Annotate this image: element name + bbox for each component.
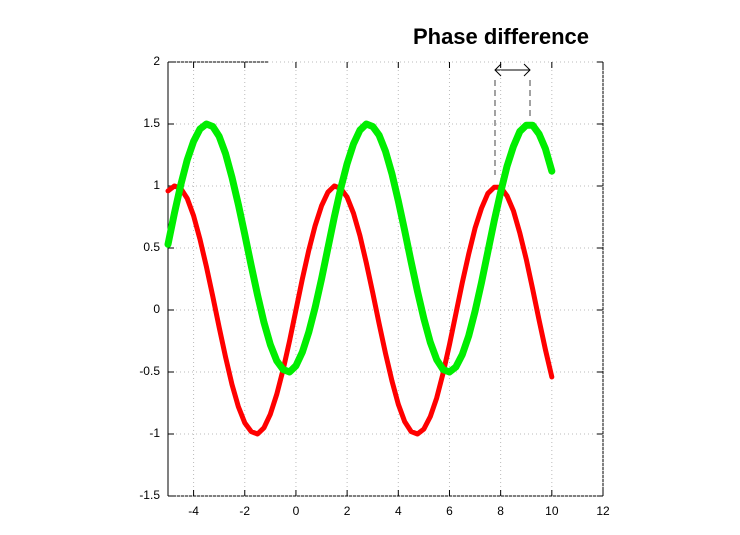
y-tick-label: 2 <box>153 54 160 68</box>
x-tick-label: -4 <box>188 504 199 518</box>
x-tick-label: 10 <box>545 504 559 518</box>
y-tick-label: -0.5 <box>139 364 160 378</box>
x-tick-label: 12 <box>596 504 610 518</box>
chart-title: Phase difference <box>413 24 589 49</box>
x-tick-label: 6 <box>446 504 453 518</box>
y-tick-label: 0.5 <box>143 240 160 254</box>
x-tick-label: -2 <box>239 504 250 518</box>
y-tick-label: 1.5 <box>143 116 160 130</box>
x-tick-label: 0 <box>293 504 300 518</box>
y-tick-label: 0 <box>153 302 160 316</box>
x-tick-label: 8 <box>497 504 504 518</box>
y-tick-label: -1 <box>149 426 160 440</box>
y-tick-label: 1 <box>153 178 160 192</box>
series-line <box>165 183 555 437</box>
y-tick-label: -1.5 <box>139 488 160 502</box>
series-line <box>164 120 556 376</box>
x-tick-label: 2 <box>344 504 351 518</box>
x-tick-label: 4 <box>395 504 402 518</box>
